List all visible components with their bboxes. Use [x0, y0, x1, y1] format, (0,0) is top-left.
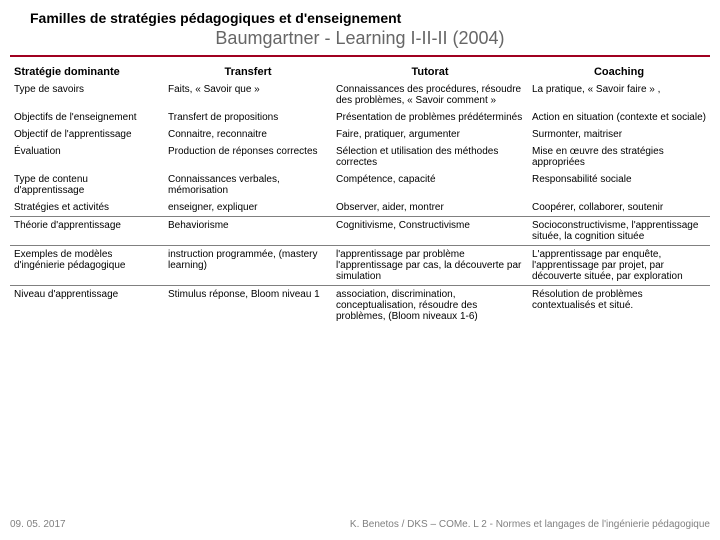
col-header: Transfert [164, 63, 332, 81]
table-cell: Objectifs de l'enseignement [10, 109, 164, 126]
table-row: ÉvaluationProduction de réponses correct… [10, 143, 710, 171]
table-cell: Transfert de propositions [164, 109, 332, 126]
table-cell: Mise en œuvre des stratégies appropriées [528, 143, 710, 171]
table-cell: Action en situation (contexte et sociale… [528, 109, 710, 126]
table-cell: Cognitivisme, Constructivisme [332, 217, 528, 246]
table-cell: Type de savoirs [10, 81, 164, 109]
table-cell: Évaluation [10, 143, 164, 171]
table-cell: enseigner, expliquer [164, 199, 332, 217]
table-cell: L'apprentissage par enquête, l'apprentis… [528, 246, 710, 286]
footer: 09. 05. 2017 K. Benetos / DKS – COMe. L … [10, 519, 710, 530]
table-cell: Faits, « Savoir que » [164, 81, 332, 109]
table-cell: Stratégies et activités [10, 199, 164, 217]
table-cell: Sélection et utilisation des méthodes co… [332, 143, 528, 171]
table-cell: instruction programmée, (mastery learnin… [164, 246, 332, 286]
table-cell: Observer, aider, montrer [332, 199, 528, 217]
table-cell: Résolution de problèmes contextualisés e… [528, 286, 710, 326]
table-cell: Socioconstructivisme, l'apprentissage si… [528, 217, 710, 246]
table-cell: association, discrimination, conceptuali… [332, 286, 528, 326]
table-cell: Behaviorisme [164, 217, 332, 246]
table-cell: Théorie d'apprentissage [10, 217, 164, 246]
table-row: Objectifs de l'enseignementTransfert de … [10, 109, 710, 126]
page-subtitle: Baumgartner - Learning I-II-II (2004) [30, 28, 690, 49]
table-cell: Responsabilité sociale [528, 171, 710, 199]
table-row: Type de savoirsFaits, « Savoir que »Conn… [10, 81, 710, 109]
table-row: Théorie d'apprentissageBehaviorismeCogni… [10, 217, 710, 246]
footer-date: 09. 05. 2017 [10, 519, 66, 530]
table-row: Objectif de l'apprentissageConnaitre, re… [10, 126, 710, 143]
table-cell: Surmonter, maitriser [528, 126, 710, 143]
table-header-row: Stratégie dominante Transfert Tutorat Co… [10, 63, 710, 81]
table-row: Niveau d'apprentissageStimulus réponse, … [10, 286, 710, 326]
table-cell: Présentation de problèmes prédéterminés [332, 109, 528, 126]
table-cell: Connaissances verbales, mémorisation [164, 171, 332, 199]
table-cell: Objectif de l'apprentissage [10, 126, 164, 143]
table-cell: Connaitre, reconnaitre [164, 126, 332, 143]
col-header: Coaching [528, 63, 710, 81]
table-cell: Stimulus réponse, Bloom niveau 1 [164, 286, 332, 326]
page-title: Familles de stratégies pédagogiques et d… [30, 10, 690, 26]
table-cell: Type de contenu d'apprentissage [10, 171, 164, 199]
table-cell: Production de réponses correctes [164, 143, 332, 171]
table-cell: l'apprentissage par problème l'apprentis… [332, 246, 528, 286]
col-header: Tutorat [332, 63, 528, 81]
col-header: Stratégie dominante [10, 63, 164, 81]
table-cell: Connaissances des procédures, résoudre d… [332, 81, 528, 109]
table-cell: La pratique, « Savoir faire » , [528, 81, 710, 109]
table-cell: Faire, pratiquer, argumenter [332, 126, 528, 143]
table-cell: Niveau d'apprentissage [10, 286, 164, 326]
table-row: Stratégies et activitésenseigner, expliq… [10, 199, 710, 217]
footer-credit: K. Benetos / DKS – COMe. L 2 - Normes et… [350, 519, 710, 530]
table-cell: Compétence, capacité [332, 171, 528, 199]
title-rule [10, 55, 710, 57]
table-cell: Coopérer, collaborer, soutenir [528, 199, 710, 217]
strategies-table: Stratégie dominante Transfert Tutorat Co… [10, 63, 710, 325]
table-row: Type de contenu d'apprentissageConnaissa… [10, 171, 710, 199]
table-cell: Exemples de modèles d'ingénierie pédagog… [10, 246, 164, 286]
table-row: Exemples de modèles d'ingénierie pédagog… [10, 246, 710, 286]
